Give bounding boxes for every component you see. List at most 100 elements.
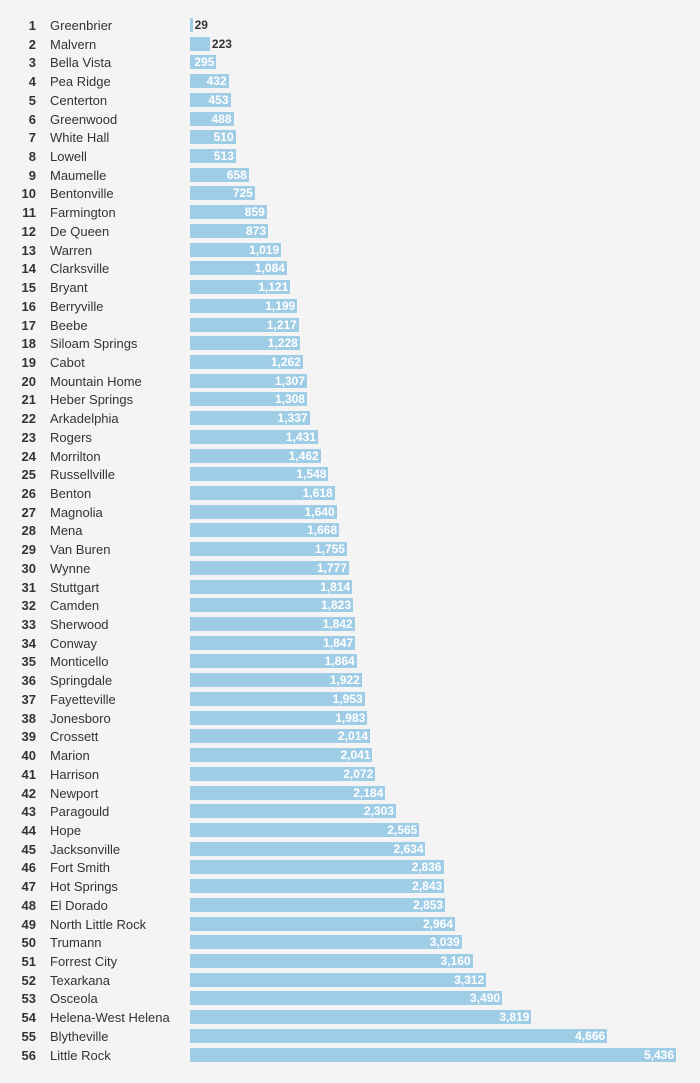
value-label: 223 [211, 36, 232, 51]
bar [190, 654, 357, 669]
rank-label: 5 [28, 92, 36, 108]
rank-label: 30 [21, 560, 36, 576]
rank-label: 29 [21, 542, 36, 558]
bar [190, 261, 287, 276]
city-label: North Little Rock [50, 916, 147, 932]
value-label: 2,303 [363, 804, 394, 819]
value-label: 295 [194, 55, 215, 70]
bar [190, 317, 299, 332]
bar [190, 280, 291, 295]
city-label: Newport [50, 785, 99, 801]
city-label: Paragould [50, 804, 110, 820]
chart-row: 54 Helena-West Helena 3,819 [0, 1009, 700, 1026]
rank-label: 34 [21, 635, 36, 651]
rank-label: 1 [28, 18, 36, 33]
chart-row: 27 Magnolia 1,640 [0, 504, 700, 521]
value-label: 873 [246, 223, 267, 238]
chart-row: 13 Warren 1,019 [0, 242, 700, 259]
value-label: 1,084 [254, 261, 285, 276]
bar [190, 18, 193, 32]
city-label: Hope [50, 822, 82, 838]
value-label: 2,634 [393, 841, 424, 856]
rank-label: 36 [21, 673, 36, 689]
rank-label: 27 [21, 504, 36, 520]
rank-label: 16 [21, 298, 36, 314]
city-label: De Queen [50, 223, 110, 239]
city-label: Trumann [50, 935, 102, 951]
bar [190, 411, 310, 426]
city-label: Rogers [50, 429, 92, 445]
value-label: 1,668 [307, 523, 338, 538]
rank-label: 55 [21, 1028, 36, 1044]
city-label: Camden [50, 598, 100, 614]
bar [190, 579, 353, 594]
chart-row: 4 Pea Ridge 432 [0, 73, 700, 90]
chart-row: 1 Greenbrier 29 [0, 17, 700, 34]
value-label: 513 [213, 149, 234, 164]
value-label: 4,666 [575, 1028, 606, 1043]
rank-label: 26 [21, 486, 36, 501]
bar [190, 916, 455, 931]
city-label: Berryville [50, 298, 104, 314]
value-label: 1,922 [329, 673, 360, 688]
chart-row: 47 Hot Springs 2,843 [0, 878, 700, 895]
city-label: Conway [50, 635, 97, 651]
chart-row: 8 Lowell 513 [0, 148, 700, 165]
city-label: Arkadelphia [50, 411, 119, 427]
rank-label: 47 [21, 879, 36, 895]
bar [190, 1047, 676, 1062]
chart-row: 56 Little Rock 5,436 [0, 1047, 700, 1064]
bar [190, 598, 353, 613]
rank-label: 39 [21, 729, 36, 745]
chart-row: 50 Trumann 3,039 [0, 934, 700, 951]
chart-row: 24 Morrilton 1,462 [0, 448, 700, 465]
city-label: Russellville [50, 467, 116, 483]
bar [190, 1028, 608, 1043]
bar [190, 785, 386, 800]
value-label: 2,853 [413, 897, 444, 912]
city-label: Mena [50, 523, 83, 539]
bar [190, 542, 347, 557]
value-label: 2,014 [338, 729, 369, 744]
rank-label: 17 [21, 317, 36, 333]
chart-row: 18 Siloam Springs 1,228 [0, 335, 700, 352]
value-label: 1,548 [296, 467, 327, 482]
bar [190, 673, 362, 688]
value-label: 1,337 [277, 411, 308, 426]
bar [190, 186, 255, 201]
rank-label: 32 [21, 598, 36, 614]
value-label: 1,199 [265, 298, 296, 313]
rank-label: 41 [21, 766, 36, 782]
rank-label: 12 [21, 223, 36, 239]
chart-row: 5 Centerton 453 [0, 92, 700, 109]
bar [190, 223, 269, 238]
rank-label: 7 [28, 130, 36, 146]
rank-label: 22 [21, 411, 36, 427]
chart-row: 23 Rogers 1,431 [0, 429, 700, 446]
chart-row: 14 Clarksville 1,084 [0, 260, 700, 277]
city-label: Cabot [50, 354, 85, 370]
value-label: 1,121 [258, 280, 289, 295]
rank-label: 14 [21, 261, 36, 277]
value-label: 725 [232, 186, 253, 201]
bar [190, 74, 229, 89]
chart-row: 29 Van Buren 1,755 [0, 541, 700, 558]
city-label: Jonesboro [50, 710, 111, 726]
bar [190, 879, 445, 894]
rank-label: 10 [21, 186, 36, 202]
bar [190, 242, 282, 257]
bar [190, 429, 318, 444]
city-label: Harrison [50, 766, 100, 782]
rank-label: 43 [21, 804, 36, 820]
city-label: Marion [50, 748, 90, 764]
rank-label: 18 [21, 336, 36, 352]
value-label: 2,072 [343, 766, 374, 781]
bar [190, 504, 337, 519]
value-label: 1,953 [332, 691, 363, 706]
bar [190, 991, 503, 1006]
bar [190, 972, 487, 987]
city-label: Beebe [50, 317, 88, 333]
rank-label: 52 [21, 972, 36, 988]
chart-row: 32 Camden 1,823 [0, 597, 700, 614]
